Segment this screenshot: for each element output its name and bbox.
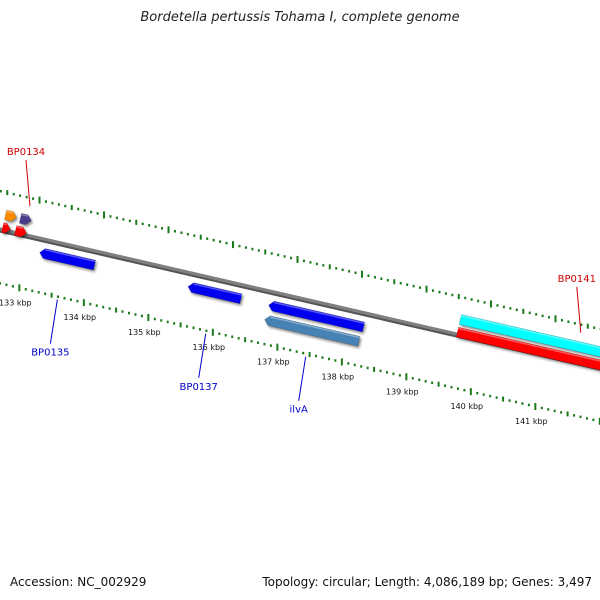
- tick-label: 141 kbp: [515, 417, 548, 426]
- tick-label: 133 kbp: [0, 298, 32, 307]
- tick-label: 139 kbp: [386, 387, 419, 396]
- gene-highlight: [193, 283, 242, 296]
- gene-highlight: [21, 213, 28, 217]
- tick-label: 135 kbp: [128, 328, 161, 337]
- gene-highlight: [3, 223, 7, 226]
- gene-highlight: [460, 315, 600, 349]
- gene-label[interactable]: BP0134: [7, 147, 45, 158]
- gene-ilvA-upper[interactable]: [268, 300, 365, 333]
- gene-highlight: [458, 327, 600, 362]
- gene-BP0141-red[interactable]: [455, 326, 600, 379]
- label-leader-line: [25, 160, 31, 207]
- gene-label[interactable]: BP0137: [180, 382, 218, 393]
- gene-red-small[interactable]: [14, 225, 27, 238]
- gene-label[interactable]: BP0135: [31, 348, 69, 359]
- gene-highlight: [16, 226, 24, 230]
- gene-orange-partial[interactable]: [4, 209, 17, 222]
- gene-highlight: [269, 316, 360, 339]
- label-leader-line: [198, 333, 207, 378]
- label-leader-line: [576, 286, 582, 333]
- label-leader-line: [298, 356, 307, 401]
- gene-ilvA-lower[interactable]: [264, 315, 361, 347]
- gene-highlight: [44, 249, 96, 263]
- label-leader-line: [49, 299, 58, 344]
- gene-BP0141-cyan[interactable]: [458, 314, 600, 367]
- tick-label: 136 kbp: [193, 343, 226, 352]
- page-title: Bordetella pertussis Tohama I, complete …: [140, 10, 460, 25]
- gene-label-group: BP0134 BP0135 BP0137 ilvA BP0141: [7, 147, 596, 416]
- gene-feature-group: [1, 209, 600, 379]
- tick-label: 138 kbp: [322, 373, 355, 382]
- gene-BP0135-gene[interactable]: [39, 248, 97, 271]
- tick-label: 137 kbp: [257, 358, 290, 367]
- accession-text: Accession: NC_002929: [10, 575, 147, 589]
- gene-label[interactable]: ilvA: [290, 405, 308, 416]
- genome-summary-text: Topology: circular; Length: 4,086,189 bp…: [262, 575, 592, 589]
- gene-label[interactable]: BP0141: [558, 274, 596, 285]
- gene-purple-small[interactable]: [18, 213, 32, 225]
- forward-tick-track: [0, 189, 600, 331]
- tick-label-group: 133 kbp 134 kbp 135 kbp 136 kbp 137 kbp 138 k…: [0, 298, 548, 426]
- gene-highlight: [273, 301, 365, 324]
- gene-BP0137-gene[interactable]: [187, 282, 243, 304]
- tick-label: 140 kbp: [451, 402, 484, 411]
- tick-label: 134 kbp: [64, 313, 97, 322]
- gene-red-partial[interactable]: [1, 222, 11, 234]
- gene-highlight: [6, 210, 14, 214]
- reverse-tick-track: [0, 282, 600, 425]
